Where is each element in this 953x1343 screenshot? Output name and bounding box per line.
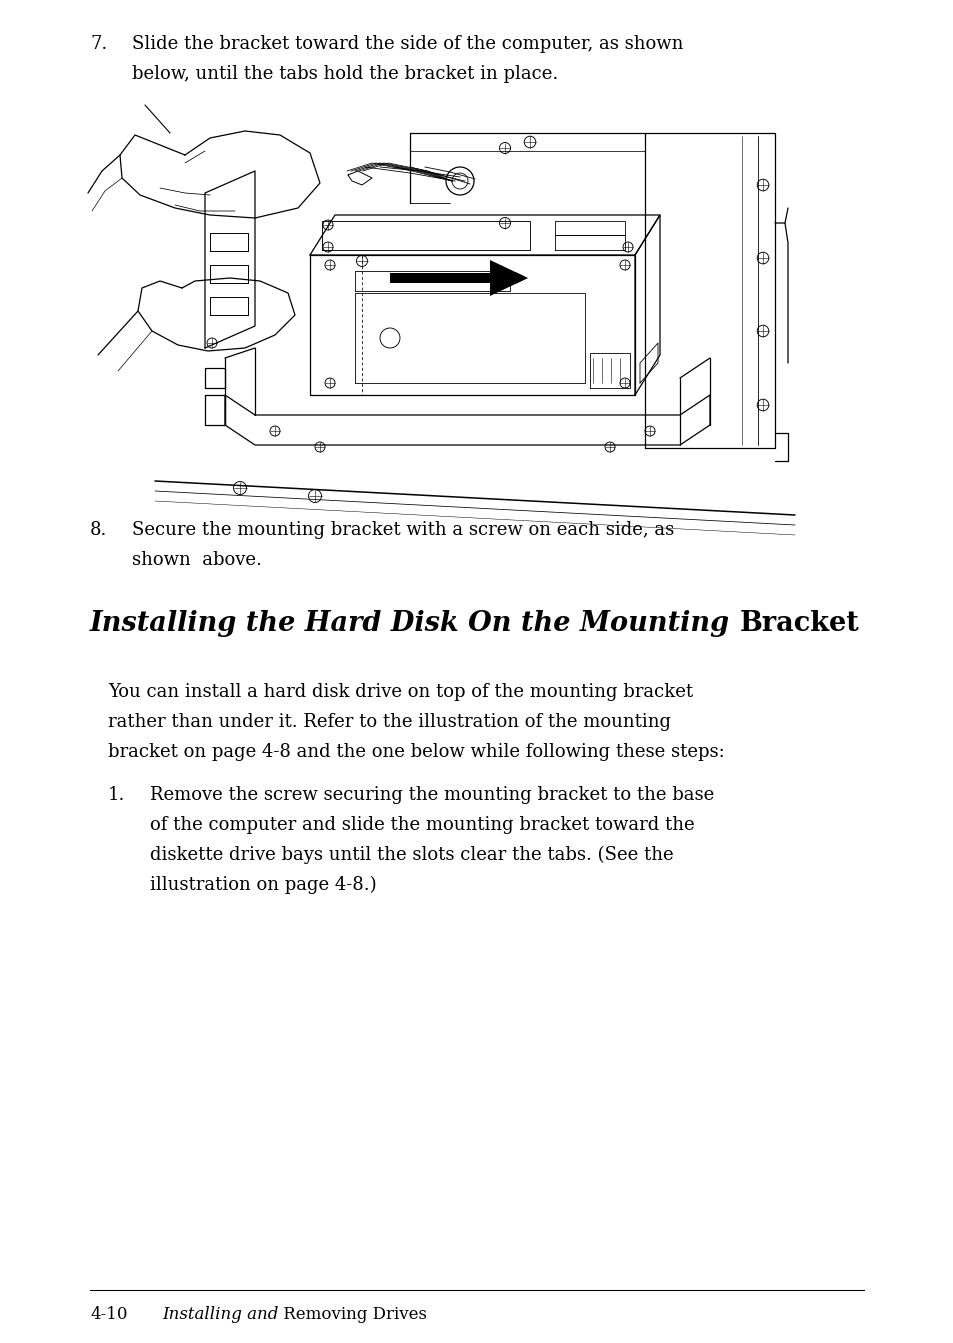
Text: You can install a hard disk drive on top of the mounting bracket: You can install a hard disk drive on top…: [108, 684, 693, 701]
Text: rather than under it. Refer to the illustration of the mounting: rather than under it. Refer to the illus…: [108, 713, 670, 731]
Text: Installing the Hard Disk On the Mounting: Installing the Hard Disk On the Mounting: [90, 610, 739, 637]
Text: diskette drive bays until the slots clear the tabs. (See the: diskette drive bays until the slots clea…: [150, 846, 673, 865]
Polygon shape: [390, 273, 490, 283]
Text: Slide the bracket toward the side of the computer, as shown: Slide the bracket toward the side of the…: [132, 35, 682, 52]
Text: 7.: 7.: [90, 35, 107, 52]
Text: Installing and: Installing and: [162, 1305, 278, 1323]
Text: 8.: 8.: [90, 521, 108, 539]
Text: 1.: 1.: [108, 786, 125, 804]
Text: shown  above.: shown above.: [132, 551, 262, 569]
Polygon shape: [490, 261, 527, 295]
Text: below, until the tabs hold the bracket in place.: below, until the tabs hold the bracket i…: [132, 64, 558, 83]
Text: Bracket: Bracket: [739, 610, 859, 637]
Text: of the computer and slide the mounting bracket toward the: of the computer and slide the mounting b…: [150, 817, 694, 834]
Text: bracket on page 4-8 and the one below while following these steps:: bracket on page 4-8 and the one below wh…: [108, 743, 724, 761]
Text: Removing Drives: Removing Drives: [278, 1305, 427, 1323]
Text: Secure the mounting bracket with a screw on each side, as: Secure the mounting bracket with a screw…: [132, 521, 674, 539]
Text: Remove the screw securing the mounting bracket to the base: Remove the screw securing the mounting b…: [150, 786, 714, 804]
Text: illustration on page 4-8.): illustration on page 4-8.): [150, 876, 376, 894]
Text: 4-10: 4-10: [90, 1305, 128, 1323]
